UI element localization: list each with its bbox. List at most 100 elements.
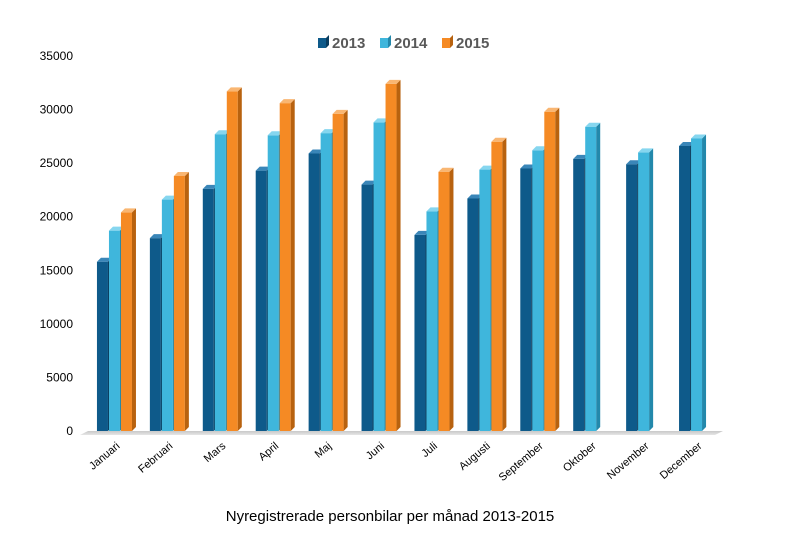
- bar-front: [691, 138, 703, 431]
- bar-front: [585, 126, 597, 431]
- bar-2015-februari: [173, 172, 189, 431]
- legend-item-2015: 2015: [442, 35, 489, 52]
- legend-swatch-side: [388, 35, 391, 48]
- bar-2014-december: [691, 134, 707, 431]
- bar-top: [149, 234, 165, 239]
- chart-title: Nyregistrerade personbilar per månad 201…: [226, 508, 555, 525]
- legend-swatch: [380, 38, 388, 48]
- bar-front: [108, 230, 120, 431]
- bar-2015-september: [544, 107, 560, 431]
- bar-top: [626, 160, 642, 165]
- bar-2015-juni: [385, 79, 401, 431]
- bar-top: [585, 122, 601, 127]
- bar-front: [226, 91, 238, 431]
- y-tick-label: 5000: [46, 370, 73, 384]
- bar-2014-november: [638, 148, 654, 431]
- bar-side: [502, 137, 507, 431]
- bar-top: [279, 99, 295, 104]
- bar-side: [555, 107, 560, 431]
- bar-front: [120, 212, 132, 431]
- x-axis-labels: Januari Februari Mars April Maj Juni Juli Augus…: [87, 440, 705, 484]
- bar-front: [520, 168, 532, 431]
- y-tick-label: 15000: [40, 263, 74, 277]
- bar-top: [267, 131, 283, 136]
- bar-2015-augusti: [491, 137, 507, 431]
- bar-top: [491, 137, 507, 142]
- bar-front: [332, 113, 344, 431]
- bar-front: [544, 111, 556, 431]
- x-tick-label-oktober: Oktober: [561, 440, 599, 475]
- bar-front: [373, 122, 385, 431]
- legend-item-2013: 2013: [318, 35, 365, 52]
- bar-top: [414, 230, 430, 235]
- y-tick-label: 30000: [40, 103, 74, 117]
- bar-front: [414, 234, 426, 431]
- bar-top: [320, 129, 336, 134]
- bar-front: [479, 169, 491, 432]
- bar-front: [279, 103, 291, 432]
- legend-label: 2013: [332, 35, 365, 52]
- bar-top: [161, 195, 177, 200]
- bar-front: [255, 170, 267, 431]
- bar-2014-oktober: [585, 122, 601, 431]
- x-tick-label-september: September: [497, 440, 546, 484]
- x-tick-label-mars: Mars: [202, 440, 229, 465]
- bar-side: [396, 79, 401, 431]
- bar-top: [202, 184, 218, 189]
- bar-front: [491, 141, 503, 431]
- bar-side: [131, 208, 136, 431]
- bar-front: [679, 146, 691, 431]
- bar-top: [96, 257, 112, 262]
- y-tick-label: 10000: [40, 317, 74, 331]
- bar-top: [308, 149, 324, 154]
- bar-side: [184, 172, 189, 431]
- bar-front: [173, 176, 185, 431]
- bar-side: [343, 109, 348, 431]
- x-tick-label-november: November: [605, 440, 652, 482]
- bar-front: [438, 171, 450, 431]
- bar-side: [237, 87, 242, 431]
- bar-side: [702, 134, 707, 431]
- bar-front: [626, 164, 638, 431]
- bar-front: [320, 133, 332, 431]
- bar-front: [467, 198, 479, 431]
- legend-swatch: [442, 38, 450, 48]
- y-tick-label: 20000: [40, 210, 74, 224]
- bar-top: [438, 167, 454, 172]
- bar-top: [679, 142, 695, 146]
- bar-front: [161, 199, 173, 431]
- bar-top: [214, 130, 230, 135]
- bars: [96, 79, 707, 432]
- y-tick-label: 35000: [40, 49, 74, 63]
- bar-front: [426, 211, 438, 431]
- y-tick-label: 25000: [40, 156, 74, 170]
- legend-item-2014: 2014: [380, 35, 428, 52]
- legend-swatch-side: [326, 35, 329, 48]
- chart-floor: [80, 431, 723, 435]
- bar-top: [373, 118, 389, 123]
- bar-front: [308, 153, 320, 431]
- bar-front: [202, 188, 214, 431]
- bar-2015-mars: [226, 87, 242, 431]
- legend-label: 2014: [394, 35, 428, 52]
- bar-front: [149, 238, 161, 431]
- bar-front: [638, 152, 650, 431]
- bar-side: [290, 99, 295, 432]
- bar-front: [96, 261, 108, 431]
- bar-front: [267, 135, 279, 432]
- legend-label: 2015: [456, 35, 489, 52]
- y-axis: 0 5000 10000 15000 20000 25000 30000 35000: [40, 49, 74, 438]
- bar-top: [255, 166, 271, 171]
- bar-top: [426, 207, 442, 212]
- bar-top: [173, 172, 189, 176]
- floor-surface: [80, 431, 723, 435]
- bar-top: [226, 87, 242, 92]
- bar-front: [385, 83, 397, 431]
- bar-top: [573, 154, 589, 159]
- bar-2015-maj: [332, 109, 348, 431]
- bar-top: [691, 134, 707, 139]
- bar-2015-juli: [438, 167, 454, 431]
- bar-side: [449, 167, 454, 431]
- bar-top: [544, 107, 560, 112]
